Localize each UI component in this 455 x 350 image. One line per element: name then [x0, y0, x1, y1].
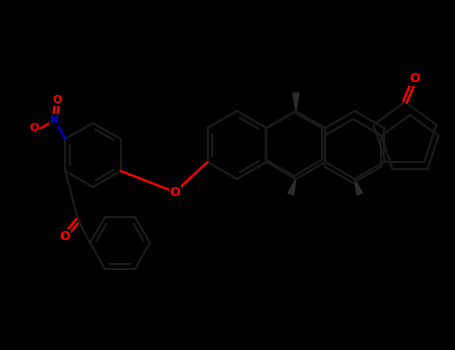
Text: O: O	[170, 186, 180, 198]
Text: N: N	[51, 115, 60, 125]
Text: O: O	[410, 71, 420, 84]
Polygon shape	[288, 179, 296, 195]
Polygon shape	[293, 93, 299, 111]
Text: O: O	[29, 123, 39, 133]
Polygon shape	[354, 179, 363, 195]
Text: O: O	[52, 95, 62, 105]
Text: O: O	[60, 230, 71, 243]
